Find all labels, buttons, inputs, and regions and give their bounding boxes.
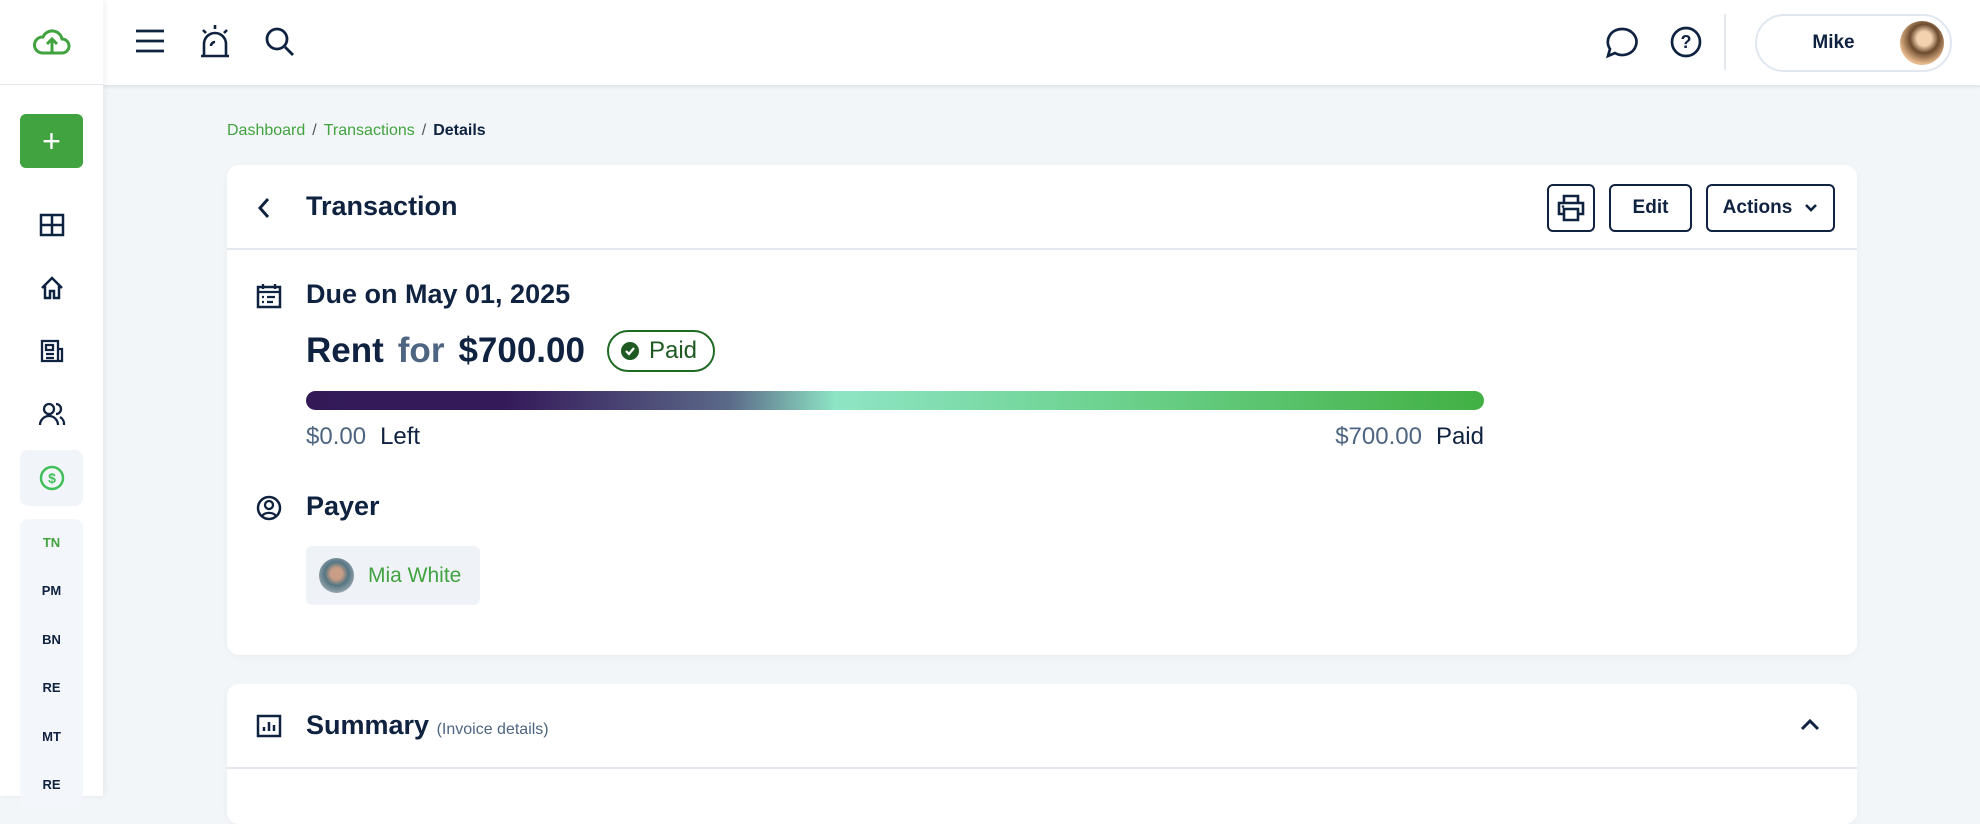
chat-icon[interactable] — [1605, 26, 1639, 60]
avatar — [1900, 21, 1944, 65]
summary-header[interactable]: Summary (Invoice details) — [227, 684, 1857, 769]
top-bar: ? Mike — [103, 0, 1980, 85]
summary-title: Summary (Invoice details) — [306, 710, 549, 740]
svg-text:$: $ — [48, 470, 56, 486]
status-badge: Paid — [606, 330, 716, 372]
left-amount: $0.00 Left — [306, 423, 421, 450]
category: Rent — [306, 331, 384, 370]
sidebar-item-home[interactable] — [20, 263, 83, 313]
print-button[interactable] — [1547, 184, 1595, 232]
check-circle-icon — [620, 342, 639, 360]
chevron-down-icon — [1805, 204, 1818, 212]
submenu-item[interactable]: RE — [42, 680, 61, 695]
search-icon[interactable] — [264, 26, 296, 58]
submenu-item[interactable]: TN — [42, 535, 61, 550]
breadcrumb: Dashboard / Transactions / Details — [227, 122, 486, 139]
user-name: Mike — [1812, 32, 1855, 53]
breadcrumb-transactions[interactable]: Transactions — [323, 122, 415, 139]
sidebar-item-people[interactable] — [20, 389, 83, 439]
transaction-card: Transaction Edit Actions Due on May 01, … — [227, 165, 1857, 655]
payment-progress-bar — [306, 391, 1484, 410]
chevron-up-icon[interactable] — [1800, 718, 1820, 732]
page-title: Transaction — [306, 191, 458, 221]
summary-card: Summary (Invoice details) — [227, 684, 1857, 824]
card-header: Transaction Edit Actions — [227, 165, 1857, 250]
edit-button[interactable]: Edit — [1609, 184, 1692, 232]
submenu-item[interactable]: BN — [42, 632, 61, 647]
alarm-icon[interactable] — [199, 24, 231, 58]
payer-chip[interactable]: Mia White — [306, 546, 480, 605]
cloud-upload-icon — [32, 29, 70, 55]
submenu-item[interactable]: RE — [42, 777, 61, 792]
transaction-summary-line: Rent for $700.00 Paid — [306, 330, 716, 372]
dashboard-icon — [39, 213, 64, 237]
sidebar-item-transactions[interactable]: $ — [20, 450, 83, 506]
dollar-icon: $ — [39, 465, 64, 491]
actions-dropdown[interactable]: Actions — [1706, 184, 1835, 232]
user-circle-icon — [256, 495, 282, 521]
sidebar-item-dashboard[interactable] — [20, 200, 83, 250]
add-button[interactable]: + — [20, 114, 83, 168]
summary-subtitle: (Invoice details) — [436, 721, 549, 738]
for-word: for — [397, 331, 445, 370]
amount: $700.00 — [458, 331, 585, 370]
printer-icon — [1557, 194, 1585, 222]
help-icon[interactable]: ? — [1670, 26, 1702, 58]
paid-amount: $700.00 Paid — [1335, 423, 1484, 450]
sidebar-item-news[interactable] — [20, 326, 83, 376]
breadcrumb-dashboard[interactable]: Dashboard — [227, 122, 306, 139]
submenu-item[interactable]: MT — [42, 729, 61, 744]
breadcrumb-current: Details — [433, 122, 486, 139]
sidebar: + $ TN PM BN RE MT RE — [0, 0, 103, 809]
sidebar-submenu: TN PM BN RE MT RE — [20, 519, 83, 809]
back-chevron-icon[interactable] — [257, 197, 271, 219]
home-icon — [40, 276, 63, 300]
due-date: Due on May 01, 2025 — [306, 279, 571, 309]
submenu-item[interactable]: PM — [41, 583, 62, 598]
news-icon — [40, 339, 63, 363]
logo[interactable] — [0, 0, 103, 85]
calendar-icon — [256, 284, 282, 309]
hamburger-menu-icon[interactable] — [135, 28, 165, 54]
people-icon — [38, 402, 65, 426]
bar-chart-icon — [256, 714, 282, 738]
svg-text:?: ? — [1681, 32, 1692, 52]
user-menu[interactable]: Mike — [1755, 14, 1952, 72]
payer-name: Mia White — [368, 563, 462, 587]
divider — [1724, 14, 1726, 70]
payer-heading: Payer — [306, 491, 380, 521]
payer-avatar — [319, 558, 354, 593]
